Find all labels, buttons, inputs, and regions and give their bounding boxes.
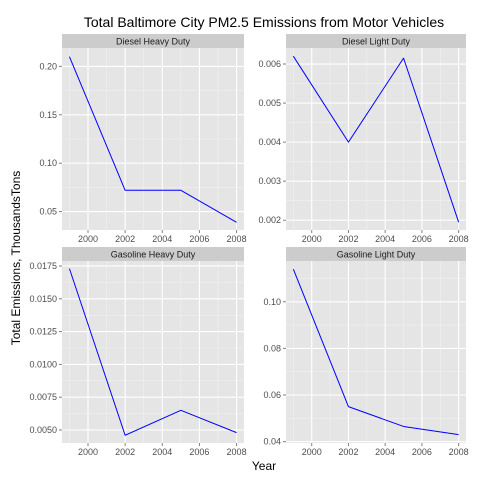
y-tick-label: 0.004 — [258, 137, 281, 147]
facet-strip-label: Diesel Light Duty — [342, 37, 411, 47]
x-tick-label: 2008 — [449, 447, 469, 457]
y-tick-label: 0.05 — [39, 207, 57, 217]
chart-title: Total Baltimore City PM2.5 Emissions fro… — [84, 14, 444, 30]
y-tick-label: 0.10 — [263, 297, 281, 307]
y-tick-label: 0.002 — [258, 215, 281, 225]
x-tick-label: 2008 — [449, 234, 469, 244]
series-line — [292, 55, 460, 223]
y-tick-label: 0.15 — [39, 110, 57, 120]
facet-panel: Diesel Heavy Duty 0.05 0.10 0.15 0.20 2000 200… — [39, 34, 247, 244]
x-axis-label: Year — [252, 459, 276, 473]
y-tick-label: 0.003 — [258, 176, 281, 186]
x-tick-label: 2004 — [152, 447, 172, 457]
x-tick-label: 2002 — [115, 234, 135, 244]
y-tick-label: 0.0150 — [29, 294, 57, 304]
facet-panels: Diesel Heavy Duty 0.05 0.10 0.15 0.20 2000 200… — [29, 34, 469, 457]
x-tick-label: 2004 — [152, 234, 172, 244]
x-tick-label: 2006 — [189, 234, 209, 244]
y-tick-label: 0.0175 — [29, 261, 57, 271]
series-line — [68, 56, 237, 223]
x-tick-label: 2006 — [412, 447, 432, 457]
x-tick-label: 2000 — [78, 447, 98, 457]
x-tick-label: 2008 — [227, 447, 247, 457]
panel-background — [286, 261, 466, 443]
facet-panel: Diesel Light Duty 0.002 0.003 0.004 0.005 0.0… — [258, 34, 469, 244]
facet-strip — [286, 34, 466, 48]
y-tick-label: 0.08 — [263, 343, 281, 353]
x-tick-label: 2004 — [375, 447, 395, 457]
y-tick-label: 0.0125 — [29, 327, 57, 337]
x-tick-label: 2004 — [375, 234, 395, 244]
facet-strip-label: Gasoline Heavy Duty — [111, 250, 196, 260]
panel-background — [286, 48, 466, 230]
x-tick-label: 2006 — [189, 447, 209, 457]
y-tick-label: 0.005 — [258, 98, 281, 108]
y-tick-label: 0.0075 — [29, 392, 57, 402]
y-tick-label: 0.20 — [39, 61, 57, 71]
y-tick-label: 0.0050 — [29, 425, 57, 435]
x-tick-label: 2008 — [227, 234, 247, 244]
y-tick-label: 0.10 — [39, 158, 57, 168]
x-tick-label: 2002 — [115, 447, 135, 457]
y-axis-label: Total Emissions, ThousandsTons — [9, 171, 23, 346]
x-tick-label: 2000 — [302, 234, 322, 244]
y-tick-label: 0.06 — [263, 390, 281, 400]
facet-panel: Gasoline Heavy Duty 0.0050 0.0075 0.0100 0.0… — [29, 247, 247, 457]
panel-background — [62, 261, 244, 443]
x-tick-label: 2002 — [338, 447, 358, 457]
y-tick-label: 0.006 — [258, 59, 281, 69]
series-line — [68, 268, 237, 436]
series-line — [292, 268, 459, 436]
facet-strip — [62, 34, 244, 48]
facet-strip-label: Gasoline Light Duty — [337, 250, 416, 260]
x-tick-label: 2000 — [302, 447, 322, 457]
facet-panel: Gasoline Light Duty 0.04 0.06 0.08 0.10 2000 2… — [263, 247, 469, 457]
x-tick-label: 2006 — [412, 234, 432, 244]
facet-strip — [62, 247, 244, 261]
y-tick-label: 0.04 — [263, 437, 281, 447]
facet-strip-label: Diesel Heavy Duty — [116, 37, 191, 47]
x-tick-label: 2002 — [338, 234, 358, 244]
facet-strip — [286, 247, 466, 261]
x-tick-label: 2000 — [78, 234, 98, 244]
y-tick-label: 0.0100 — [29, 359, 57, 369]
